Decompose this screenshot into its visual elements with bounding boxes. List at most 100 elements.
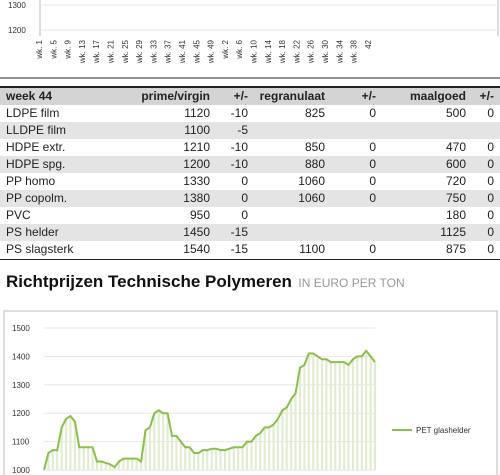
table-cell: 1200 — [183, 157, 210, 171]
bar — [197, 452, 200, 470]
table-cell: 180 — [445, 208, 466, 222]
table-cell: 1100 — [184, 123, 210, 137]
bar — [109, 464, 112, 470]
bar — [140, 461, 143, 470]
x-tick-label: wk. 33 — [149, 39, 158, 64]
bar — [365, 350, 368, 470]
table-cell: prime/virgin — [141, 89, 210, 103]
bar — [184, 447, 187, 470]
bar — [254, 435, 257, 470]
table-cell: 1210 — [183, 140, 210, 154]
table-cell: 600 — [445, 157, 466, 171]
bar — [210, 448, 213, 470]
bar — [281, 410, 284, 470]
bar — [206, 450, 209, 470]
table-cell: -10 — [230, 157, 248, 171]
x-tick-label: wk. 22 — [292, 39, 301, 64]
table-cell: 0 — [487, 191, 494, 205]
table-cell: 500 — [445, 106, 466, 120]
bar — [91, 447, 94, 470]
table-cell: 470 — [445, 140, 466, 154]
x-tick-label: wk. 38 — [350, 39, 359, 64]
table-row: PVC 950 0 180 0 — [0, 207, 500, 224]
x-tick-label: wk. 41 — [178, 39, 187, 64]
price-table: week 44 prime/virgin +/- regranulaat +/- maal… — [0, 84, 500, 260]
bar — [60, 427, 63, 470]
table-cell: +/- — [361, 89, 376, 103]
table-cell: PS slagsterk — [6, 242, 74, 256]
table-cell: -10 — [230, 106, 248, 120]
bar — [153, 413, 156, 470]
bar — [268, 427, 271, 470]
bar — [232, 447, 235, 470]
x-tick-label: wk. 6 — [235, 39, 244, 59]
x-tick-label: wk. 1 — [35, 39, 44, 59]
bar — [329, 362, 332, 470]
legend-label: PET glashelder — [416, 426, 471, 435]
frame — [3, 310, 498, 475]
bar — [321, 359, 324, 470]
table-cell: 0 — [369, 242, 376, 256]
bar — [294, 393, 297, 470]
table-cell: PP homo — [6, 174, 56, 188]
table-cell: -5 — [237, 123, 248, 137]
bar — [162, 413, 165, 470]
bar — [179, 441, 182, 470]
table-cell: 950 — [189, 208, 210, 222]
bar — [104, 462, 107, 470]
table-cell: HDPE extr. — [6, 140, 66, 154]
top-chart: 1300 1200 wk. 1 wk. 5 wk. 9 wk. 13 wk. 17 wk. 2… — [0, 0, 500, 79]
table-row: PS slagsterk 1540 -15 1100 0 875 0 — [0, 241, 500, 258]
table-row: PP copolm. 1380 0 1060 0 750 0 — [0, 190, 500, 207]
bar — [69, 416, 72, 470]
bar — [118, 461, 121, 470]
bar — [298, 367, 301, 470]
bar — [343, 362, 346, 470]
bar — [263, 427, 266, 470]
bar — [87, 447, 90, 470]
table-cell: +/- — [233, 89, 248, 103]
table-cell: -15 — [230, 225, 248, 239]
bar — [360, 356, 363, 470]
bar — [73, 421, 76, 470]
table-cell: 1060 — [298, 174, 325, 188]
table-cell: PP copolm. — [6, 191, 68, 205]
table-cell: 750 — [445, 191, 466, 205]
table-cell: regranulaat — [259, 89, 325, 103]
x-tick-label: 42 — [364, 39, 373, 48]
bar — [78, 447, 81, 470]
bar — [47, 452, 50, 470]
table-row: PS helder 1450 -15 1125 0 — [0, 224, 500, 241]
bar — [369, 356, 372, 470]
heading-title: Richtprijzen Technische Polymeren — [6, 272, 292, 291]
x-tick-label: wk. 10 — [250, 39, 259, 64]
table-cell: 0 — [369, 106, 376, 120]
bar — [175, 435, 178, 470]
bar — [201, 450, 204, 470]
table-cell: 0 — [487, 174, 494, 188]
bar — [122, 458, 125, 470]
table-cell: 0 — [241, 208, 248, 222]
y-tick-label: 1200 — [8, 26, 26, 35]
table-cell: 0 — [241, 174, 248, 188]
table-cell: LDPE film — [6, 106, 60, 120]
bar — [237, 447, 240, 470]
table-cell: 875 — [445, 242, 466, 256]
table-cell: 0 — [487, 208, 494, 222]
heading-unit: IN EURO PER TON — [298, 276, 405, 290]
y-tick-label: 1300 — [12, 381, 30, 390]
table-cell: 825 — [304, 106, 325, 120]
x-tick-label: wk. 25 — [121, 39, 130, 64]
y-tick-label: 1400 — [12, 352, 30, 361]
table-cell: 0 — [369, 191, 376, 205]
table-cell: -10 — [230, 140, 248, 154]
section-heading: Richtprijzen Technische Polymeren IN EUR… — [6, 272, 405, 292]
table-bottom-rule — [0, 259, 500, 260]
x-tick-label: wk. 21 — [107, 39, 116, 64]
bar — [215, 448, 218, 470]
x-tick-label: wk. 45 — [192, 39, 201, 64]
bar — [334, 362, 337, 470]
bar — [246, 441, 249, 470]
bar — [228, 448, 231, 470]
x-tick-label: wk. 37 — [164, 39, 173, 64]
